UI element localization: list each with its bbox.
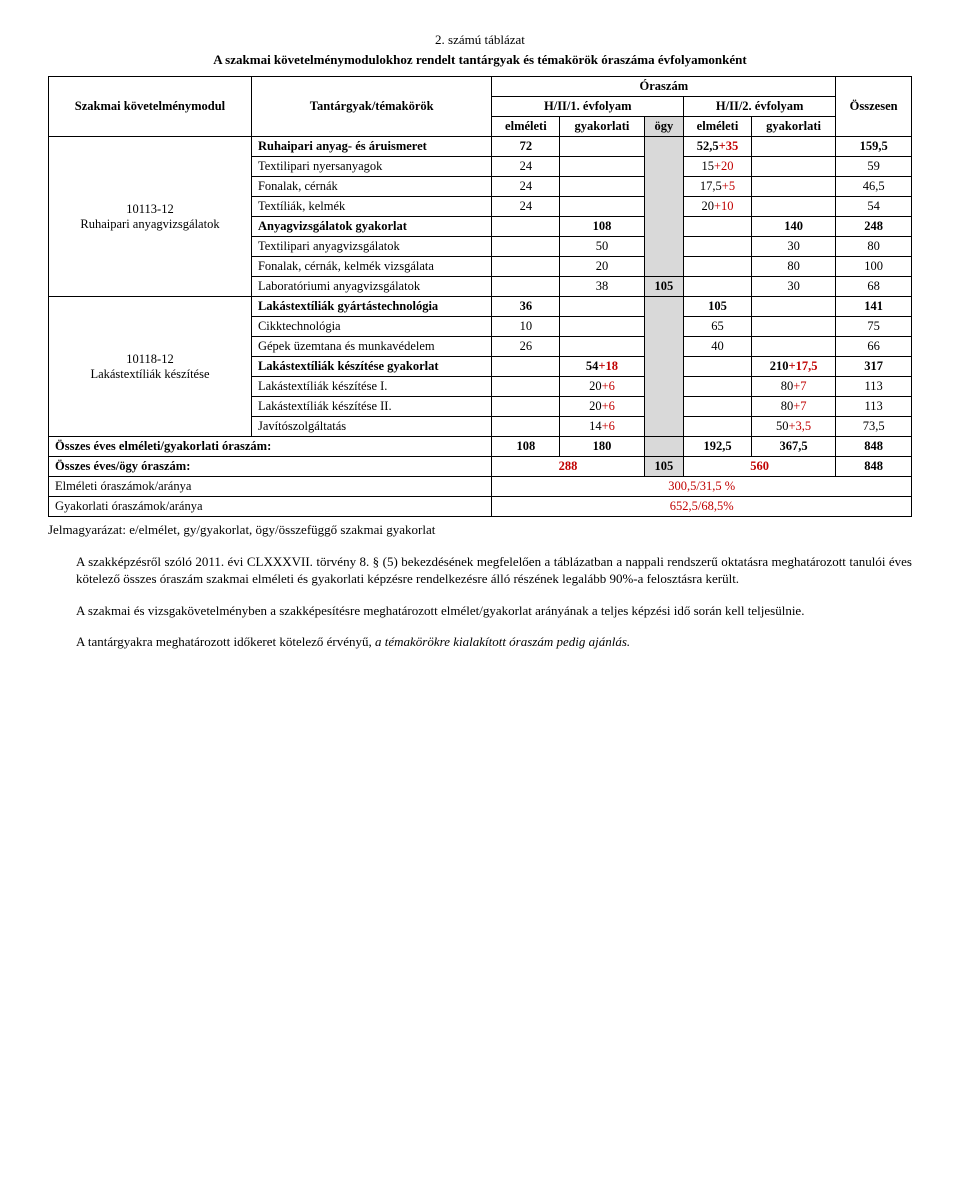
paragraph-3: A tantárgyakra meghatározott időkeret kö… <box>48 633 912 651</box>
row-ruhaipari-anyag: 10113-12 Ruhaipari anyagvizsgálatok Ruha… <box>49 137 912 157</box>
ogy-merged-top <box>644 137 683 277</box>
hdr-g1: gyakorlati <box>560 117 644 137</box>
hdr-year2: H/II/2. évfolyam <box>684 97 836 117</box>
hdr-subject: Tantárgyak/témakörök <box>251 77 491 137</box>
legend: Jelmagyarázat: e/elmélet, gy/gyakorlat, … <box>48 521 912 539</box>
hdr-year1: H/II/1. évfolyam <box>492 97 684 117</box>
hdr-module: Szakmai követelménymodul <box>49 77 252 137</box>
paragraph-1: A szakképzésről szóló 2011. évi CLXXXVII… <box>48 553 912 588</box>
row-summary-ogy: Összes éves/ögy óraszám: 288 105 560 848 <box>49 457 912 477</box>
paragraph-2: A szakmai és vizsgakövetelményben a szak… <box>48 602 912 620</box>
hdr-ogy: ögy <box>644 117 683 137</box>
hdr-oraszam: Óraszám <box>492 77 836 97</box>
header-row-1: Szakmai követelménymodul Tantárgyak/téma… <box>49 77 912 97</box>
hdr-total: Összesen <box>836 77 912 137</box>
hdr-e1: elméleti <box>492 117 560 137</box>
row-lakastextiliak-gyartastechnologia: 10118-12 Lakástextíliák készítése Lakást… <box>49 297 912 317</box>
row-elmeleti-aranya: Elméleti óraszámok/aránya 300,5/31,5 % <box>49 477 912 497</box>
table-caption-number: 2. számú táblázat <box>48 32 912 48</box>
module-1: 10113-12 Ruhaipari anyagvizsgálatok <box>49 137 252 297</box>
hdr-g2: gyakorlati <box>751 117 835 137</box>
subject: Ruhaipari anyag- és áruismeret <box>251 137 491 157</box>
row-gyakorlati-aranya: Gyakorlati óraszámok/aránya 652,5/68,5% <box>49 497 912 517</box>
curriculum-table: Szakmai követelménymodul Tantárgyak/téma… <box>48 76 912 517</box>
hdr-e2: elméleti <box>684 117 752 137</box>
table-caption-title: A szakmai követelménymodulokhoz rendelt … <box>48 52 912 68</box>
row-summary-elmeleti-gyakorlati: Összes éves elméleti/gyakorlati óraszám:… <box>49 437 912 457</box>
module-2: 10118-12 Lakástextíliák készítése <box>49 297 252 437</box>
ogy-merged-bottom <box>644 297 683 437</box>
